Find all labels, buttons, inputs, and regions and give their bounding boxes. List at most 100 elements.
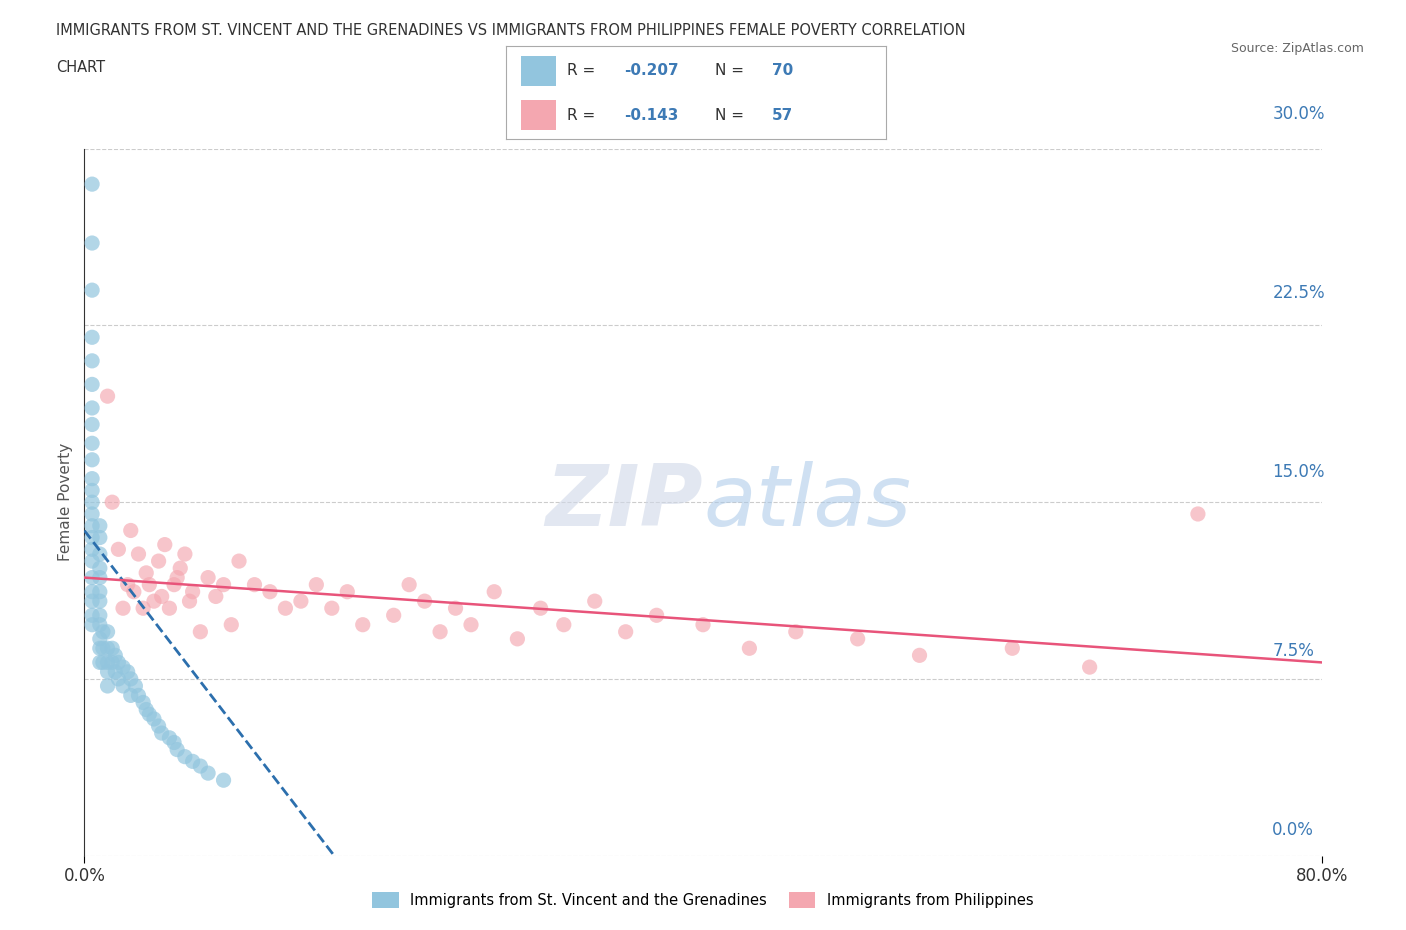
Immigrants from St. Vincent and the Grenadines <box>172 510 194 525</box>
Immigrants from St. Vincent and the Grenadines <box>260 724 283 739</box>
Immigrants from Philippines <box>212 514 235 529</box>
Immigrants from Philippines <box>315 546 337 561</box>
Immigrants from St. Vincent and the Grenadines <box>188 610 211 625</box>
Immigrants from St. Vincent and the Grenadines <box>172 383 194 398</box>
Immigrants from Philippines <box>257 563 280 578</box>
Immigrants from Philippines <box>478 593 501 608</box>
Immigrants from Philippines <box>505 586 527 601</box>
Immigrants from Philippines <box>328 553 350 568</box>
Immigrants from St. Vincent and the Grenadines <box>172 462 194 477</box>
Immigrants from St. Vincent and the Grenadines <box>172 538 194 553</box>
Immigrants from Philippines <box>222 546 245 561</box>
Text: CHART: CHART <box>56 60 105 75</box>
Immigrants from St. Vincent and the Grenadines <box>172 403 194 418</box>
Immigrants from St. Vincent and the Grenadines <box>219 672 242 687</box>
Immigrants from St. Vincent and the Grenadines <box>172 200 194 215</box>
Immigrants from St. Vincent and the Grenadines <box>179 538 201 553</box>
Text: 57: 57 <box>772 108 793 123</box>
Immigrants from St. Vincent and the Grenadines <box>191 618 214 632</box>
Immigrants from St. Vincent and the Grenadines <box>179 486 201 501</box>
FancyBboxPatch shape <box>522 56 555 86</box>
Immigrants from St. Vincent and the Grenadines <box>188 625 211 640</box>
Immigrants from St. Vincent and the Grenadines <box>181 610 204 625</box>
Immigrants from St. Vincent and the Grenadines <box>172 366 194 381</box>
Immigrants from Philippines <box>1144 474 1167 489</box>
Immigrants from St. Vincent and the Grenadines <box>172 474 194 489</box>
Immigrants from Philippines <box>492 569 515 585</box>
Text: ZIP: ZIP <box>562 428 721 512</box>
Immigrants from St. Vincent and the Grenadines <box>198 648 221 663</box>
Y-axis label: Female Poverty: Female Poverty <box>58 410 73 529</box>
Immigrants from St. Vincent and the Grenadines <box>172 319 194 334</box>
Text: 70: 70 <box>772 63 793 78</box>
Immigrants from St. Vincent and the Grenadines <box>209 648 232 663</box>
Immigrants from St. Vincent and the Grenadines <box>186 610 208 625</box>
Immigrants from Philippines <box>1050 630 1073 644</box>
Immigrants from Philippines <box>294 586 316 601</box>
Immigrants from Philippines <box>208 553 231 568</box>
FancyBboxPatch shape <box>522 100 555 130</box>
Immigrants from St. Vincent and the Grenadines <box>179 529 201 544</box>
Immigrants from Philippines <box>382 569 405 585</box>
Immigrants from Philippines <box>567 569 589 585</box>
Text: R =: R = <box>567 63 600 78</box>
Immigrants from Philippines <box>198 569 221 585</box>
Legend: Immigrants from St. Vincent and the Grenadines, Immigrants from Philippines: Immigrants from St. Vincent and the Gren… <box>367 886 1039 913</box>
Immigrants from St. Vincent and the Grenadines <box>179 563 201 578</box>
Immigrants from St. Vincent and the Grenadines <box>217 665 239 680</box>
Immigrants from Philippines <box>981 610 1004 625</box>
Immigrants from Philippines <box>243 546 266 561</box>
Immigrants from Philippines <box>226 563 249 578</box>
Immigrants from St. Vincent and the Grenadines <box>274 737 297 751</box>
Immigrants from Philippines <box>249 529 271 544</box>
Immigrants from St. Vincent and the Grenadines <box>181 593 204 608</box>
Immigrants from Philippines <box>751 610 773 625</box>
Immigrants from St. Vincent and the Grenadines <box>172 586 194 601</box>
Immigrants from St. Vincent and the Grenadines <box>181 625 204 640</box>
Immigrants from Philippines <box>710 586 733 601</box>
Immigrants from Philippines <box>202 546 225 561</box>
Immigrants from St. Vincent and the Grenadines <box>172 577 194 591</box>
Text: N =: N = <box>716 63 749 78</box>
Immigrants from Philippines <box>845 601 868 616</box>
Text: atlas: atlas <box>721 428 928 512</box>
Immigrants from Philippines <box>217 569 239 585</box>
Immigrants from St. Vincent and the Grenadines <box>222 677 245 692</box>
Immigrants from St. Vincent and the Grenadines <box>186 634 208 649</box>
Immigrants from Philippines <box>641 593 664 608</box>
Immigrants from Philippines <box>260 553 283 568</box>
Immigrants from Philippines <box>239 569 262 585</box>
Text: IMMIGRANTS FROM ST. VINCENT AND THE GRENADINES VS IMMIGRANTS FROM PHILIPPINES FE: IMMIGRANTS FROM ST. VINCENT AND THE GREN… <box>56 23 966 38</box>
Immigrants from St. Vincent and the Grenadines <box>212 658 235 672</box>
Immigrants from Philippines <box>280 558 302 573</box>
Immigrants from St. Vincent and the Grenadines <box>267 729 290 744</box>
Immigrants from St. Vincent and the Grenadines <box>231 689 253 704</box>
Immigrants from Philippines <box>188 462 211 477</box>
Immigrants from Philippines <box>194 510 217 525</box>
Immigrants from Philippines <box>246 538 269 553</box>
Immigrants from Philippines <box>368 546 391 561</box>
Immigrants from St. Vincent and the Grenadines <box>198 630 221 644</box>
Immigrants from St. Vincent and the Grenadines <box>246 712 269 727</box>
Immigrants from St. Vincent and the Grenadines <box>287 744 309 759</box>
Immigrants from St. Vincent and the Grenadines <box>172 419 194 434</box>
Immigrants from Philippines <box>342 569 364 585</box>
Immigrants from St. Vincent and the Grenadines <box>172 522 194 537</box>
Immigrants from Philippines <box>409 586 432 601</box>
Immigrants from St. Vincent and the Grenadines <box>186 625 208 640</box>
Immigrants from Philippines <box>301 522 323 537</box>
Immigrants from St. Vincent and the Grenadines <box>172 486 194 501</box>
Immigrants from St. Vincent and the Grenadines <box>179 601 201 616</box>
Immigrants from St. Vincent and the Grenadines <box>243 706 266 721</box>
Text: -0.207: -0.207 <box>624 63 679 78</box>
Immigrants from Philippines <box>235 505 257 520</box>
Immigrants from St. Vincent and the Grenadines <box>179 553 201 568</box>
Immigrants from Philippines <box>668 577 690 591</box>
Immigrants from St. Vincent and the Grenadines <box>253 720 276 735</box>
Immigrants from St. Vincent and the Grenadines <box>172 563 194 578</box>
Immigrants from Philippines <box>274 538 297 553</box>
Immigrants from St. Vincent and the Grenadines <box>191 634 214 649</box>
Immigrants from St. Vincent and the Grenadines <box>172 450 194 465</box>
Immigrants from St. Vincent and the Grenadines <box>172 140 194 155</box>
Immigrants from St. Vincent and the Grenadines <box>194 642 217 657</box>
